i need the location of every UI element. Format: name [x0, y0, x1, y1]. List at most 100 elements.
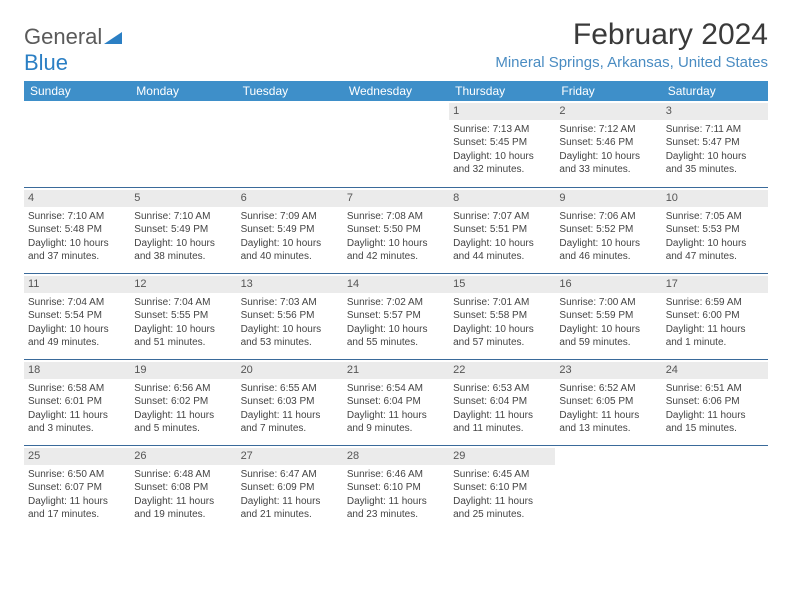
month-title: February 2024 [495, 18, 768, 52]
sunrise-line: Sunrise: 7:11 AM [666, 123, 764, 137]
day-number: 24 [662, 362, 768, 379]
daylight-line: Daylight: 10 hours and 46 minutes. [559, 237, 657, 264]
daylight-line: Daylight: 10 hours and 32 minutes. [453, 150, 551, 177]
day-cell: 15Sunrise: 7:01 AMSunset: 5:58 PMDayligh… [449, 274, 555, 359]
sunrise-line: Sunrise: 6:47 AM [241, 468, 339, 482]
sunrise-line: Sunrise: 6:58 AM [28, 382, 126, 396]
week-row: 1Sunrise: 7:13 AMSunset: 5:45 PMDaylight… [24, 101, 768, 187]
day-info: Sunrise: 6:51 AMSunset: 6:06 PMDaylight:… [666, 382, 764, 436]
sunset-line: Sunset: 5:50 PM [347, 223, 445, 237]
day-header-sun: Sunday [24, 81, 130, 101]
sunset-line: Sunset: 6:09 PM [241, 481, 339, 495]
day-info: Sunrise: 6:59 AMSunset: 6:00 PMDaylight:… [666, 296, 764, 350]
sunset-line: Sunset: 5:53 PM [666, 223, 764, 237]
day-number: 5 [130, 190, 236, 207]
sunrise-line: Sunrise: 6:56 AM [134, 382, 232, 396]
sunset-line: Sunset: 6:06 PM [666, 395, 764, 409]
day-number: 16 [555, 276, 661, 293]
day-info: Sunrise: 6:52 AMSunset: 6:05 PMDaylight:… [559, 382, 657, 436]
daylight-line: Daylight: 10 hours and 55 minutes. [347, 323, 445, 350]
day-number: 27 [237, 448, 343, 465]
sunset-line: Sunset: 5:57 PM [347, 309, 445, 323]
day-cell: 29 Sunrise: 6:45 AMSunset: 6:10 PMDayligh… [449, 446, 555, 531]
day-info: Sunrise: 7:12 AMSunset: 5:46 PMDaylight:… [559, 123, 657, 177]
day-info: Sunrise: 7:04 AMSunset: 5:54 PMDaylight:… [28, 296, 126, 350]
sunset-line: Sunset: 5:49 PM [241, 223, 339, 237]
day-cell [662, 446, 768, 531]
day-number: 6 [237, 190, 343, 207]
weeks-container: 1Sunrise: 7:13 AMSunset: 5:45 PMDaylight… [24, 101, 768, 531]
calendar: Sunday Monday Tuesday Wednesday Thursday… [24, 81, 768, 531]
day-header-sat: Saturday [662, 81, 768, 101]
day-number: 1 [449, 103, 555, 120]
day-number: 18 [24, 362, 130, 379]
day-info: Sunrise: 7:06 AMSunset: 5:52 PMDaylight:… [559, 210, 657, 264]
daylight-line: Daylight: 11 hours and 17 minutes. [28, 495, 126, 522]
daylight-line: Daylight: 10 hours and 35 minutes. [666, 150, 764, 177]
day-cell [130, 101, 236, 187]
title-block: February 2024 Mineral Springs, Arkansas,… [495, 18, 768, 77]
sunrise-line: Sunrise: 6:46 AM [347, 468, 445, 482]
day-cell: 12Sunrise: 7:04 AMSunset: 5:55 PMDayligh… [130, 274, 236, 359]
sunrise-line: Sunrise: 6:59 AM [666, 296, 764, 310]
location: Mineral Springs, Arkansas, United States [495, 54, 768, 71]
sunrise-line: Sunrise: 7:09 AM [241, 210, 339, 224]
header: GeneralBlue February 2024 Mineral Spring… [24, 18, 768, 77]
sunrise-line: Sunrise: 6:48 AM [134, 468, 232, 482]
logo-triangle-icon [104, 24, 122, 50]
day-number: 22 [449, 362, 555, 379]
day-cell: 10 Sunrise: 7:05 AMSunset: 5:53 PMDayligh… [662, 188, 768, 273]
daylight-line: Daylight: 11 hours and 1 minute. [666, 323, 764, 350]
day-number: 4 [24, 190, 130, 207]
sunrise-line: Sunrise: 7:10 AM [134, 210, 232, 224]
sunrise-line: Sunrise: 7:04 AM [134, 296, 232, 310]
sunset-line: Sunset: 5:56 PM [241, 309, 339, 323]
daylight-line: Daylight: 11 hours and 21 minutes. [241, 495, 339, 522]
day-number: 21 [343, 362, 449, 379]
day-header-row: Sunday Monday Tuesday Wednesday Thursday… [24, 81, 768, 101]
daylight-line: Daylight: 11 hours and 3 minutes. [28, 409, 126, 436]
day-cell: 16Sunrise: 7:00 AMSunset: 5:59 PMDayligh… [555, 274, 661, 359]
daylight-line: Daylight: 11 hours and 13 minutes. [559, 409, 657, 436]
daylight-line: Daylight: 11 hours and 15 minutes. [666, 409, 764, 436]
day-cell [343, 101, 449, 187]
day-number: 10 [662, 190, 768, 207]
sunrise-line: Sunrise: 7:00 AM [559, 296, 657, 310]
day-info: Sunrise: 6:47 AMSunset: 6:09 PMDaylight:… [241, 468, 339, 522]
day-info: Sunrise: 6:54 AMSunset: 6:04 PMDaylight:… [347, 382, 445, 436]
day-info: Sunrise: 6:48 AMSunset: 6:08 PMDaylight:… [134, 468, 232, 522]
sunset-line: Sunset: 5:46 PM [559, 136, 657, 150]
day-header-mon: Monday [130, 81, 236, 101]
sunset-line: Sunset: 5:58 PM [453, 309, 551, 323]
daylight-line: Daylight: 11 hours and 19 minutes. [134, 495, 232, 522]
day-info: Sunrise: 7:05 AMSunset: 5:53 PMDaylight:… [666, 210, 764, 264]
day-cell: 26Sunrise: 6:48 AMSunset: 6:08 PMDayligh… [130, 446, 236, 531]
day-info: Sunrise: 7:01 AMSunset: 5:58 PMDaylight:… [453, 296, 551, 350]
day-cell [555, 446, 661, 531]
day-info: Sunrise: 6:45 AMSunset: 6:10 PMDaylight:… [453, 468, 551, 522]
day-number: 11 [24, 276, 130, 293]
daylight-line: Daylight: 10 hours and 59 minutes. [559, 323, 657, 350]
sunrise-line: Sunrise: 7:13 AM [453, 123, 551, 137]
sunset-line: Sunset: 6:07 PM [28, 481, 126, 495]
sunset-line: Sunset: 6:02 PM [134, 395, 232, 409]
day-number: 8 [449, 190, 555, 207]
sunrise-line: Sunrise: 6:50 AM [28, 468, 126, 482]
day-number: 19 [130, 362, 236, 379]
daylight-line: Daylight: 11 hours and 25 minutes. [453, 495, 551, 522]
sunrise-line: Sunrise: 7:01 AM [453, 296, 551, 310]
day-info: Sunrise: 7:09 AMSunset: 5:49 PMDaylight:… [241, 210, 339, 264]
day-info: Sunrise: 6:56 AMSunset: 6:02 PMDaylight:… [134, 382, 232, 436]
sunrise-line: Sunrise: 6:45 AM [453, 468, 551, 482]
day-cell [24, 101, 130, 187]
day-number: 3 [662, 103, 768, 120]
sunrise-line: Sunrise: 7:10 AM [28, 210, 126, 224]
day-info: Sunrise: 7:07 AMSunset: 5:51 PMDaylight:… [453, 210, 551, 264]
sunrise-line: Sunrise: 7:12 AM [559, 123, 657, 137]
sunset-line: Sunset: 6:03 PM [241, 395, 339, 409]
day-cell: 28Sunrise: 6:46 AMSunset: 6:10 PMDayligh… [343, 446, 449, 531]
sunset-line: Sunset: 5:49 PM [134, 223, 232, 237]
daylight-line: Daylight: 10 hours and 42 minutes. [347, 237, 445, 264]
logo-text-1: General [24, 24, 102, 49]
day-number: 29 [449, 448, 555, 465]
